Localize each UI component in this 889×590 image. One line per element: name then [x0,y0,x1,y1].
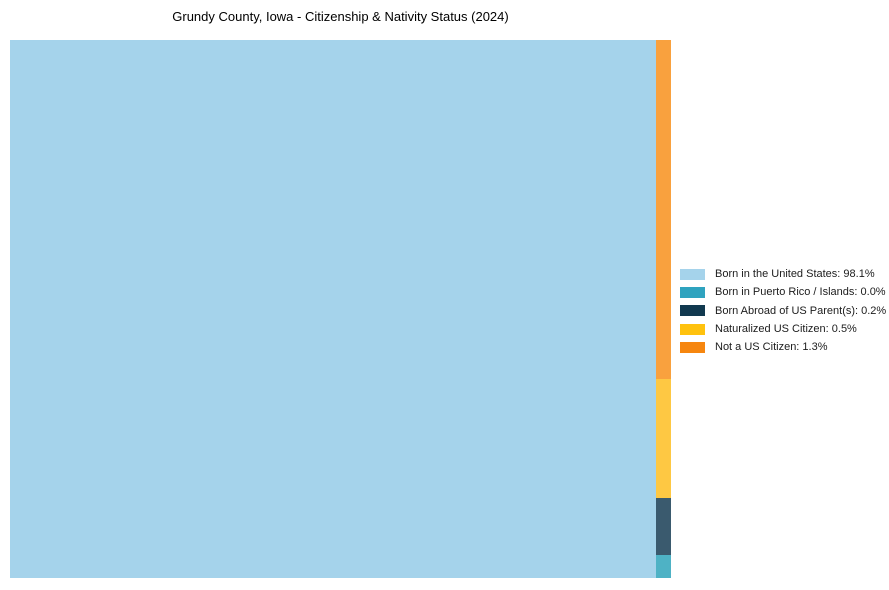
treemap-rect-born-in-the-united-states [10,40,656,578]
legend-swatch-born-in-the-united-states [680,268,705,280]
legend-row-born-in-puerto-rico-islands: Born in Puerto Rico / Islands: 0.0% [680,283,886,301]
legend-row-born-abroad-of-us-parents: Born Abroad of US Parent(s): 0.2% [680,302,886,320]
legend-swatch-born-in-puerto-rico-islands [680,286,705,298]
legend-row-born-in-the-united-states: Born in the United States: 98.1% [680,265,886,283]
chart-legend: Born in the United States: 98.1% Born in … [680,265,886,356]
legend-label-not-a-us-citizen: Not a US Citizen: 1.3% [715,341,828,354]
treemap-rect-born-in-puerto-rico-islands [656,555,671,578]
treemap-rect-naturalized-us-citizen [656,379,671,498]
legend-row-naturalized-us-citizen: Naturalized US Citizen: 0.5% [680,320,886,338]
treemap-rect-not-a-us-citizen [656,40,671,379]
treemap-plot [10,40,671,578]
legend-label-naturalized-us-citizen: Naturalized US Citizen: 0.5% [715,323,857,336]
legend-swatch-born-abroad-of-us-parents [680,305,705,317]
treemap-rect-born-abroad-of-us-parents [656,498,671,555]
legend-label-born-in-the-united-states: Born in the United States: 98.1% [715,268,875,281]
legend-label-born-in-puerto-rico-islands: Born in Puerto Rico / Islands: 0.0% [715,286,886,299]
chart-title: Grundy County, Iowa - Citizenship & Nati… [172,9,509,24]
legend-swatch-naturalized-us-citizen [680,323,705,335]
legend-label-born-abroad-of-us-parents: Born Abroad of US Parent(s): 0.2% [715,304,887,317]
legend-row-not-a-us-citizen: Not a US Citizen: 1.3% [680,338,886,356]
legend-swatch-not-a-us-citizen [680,341,705,353]
